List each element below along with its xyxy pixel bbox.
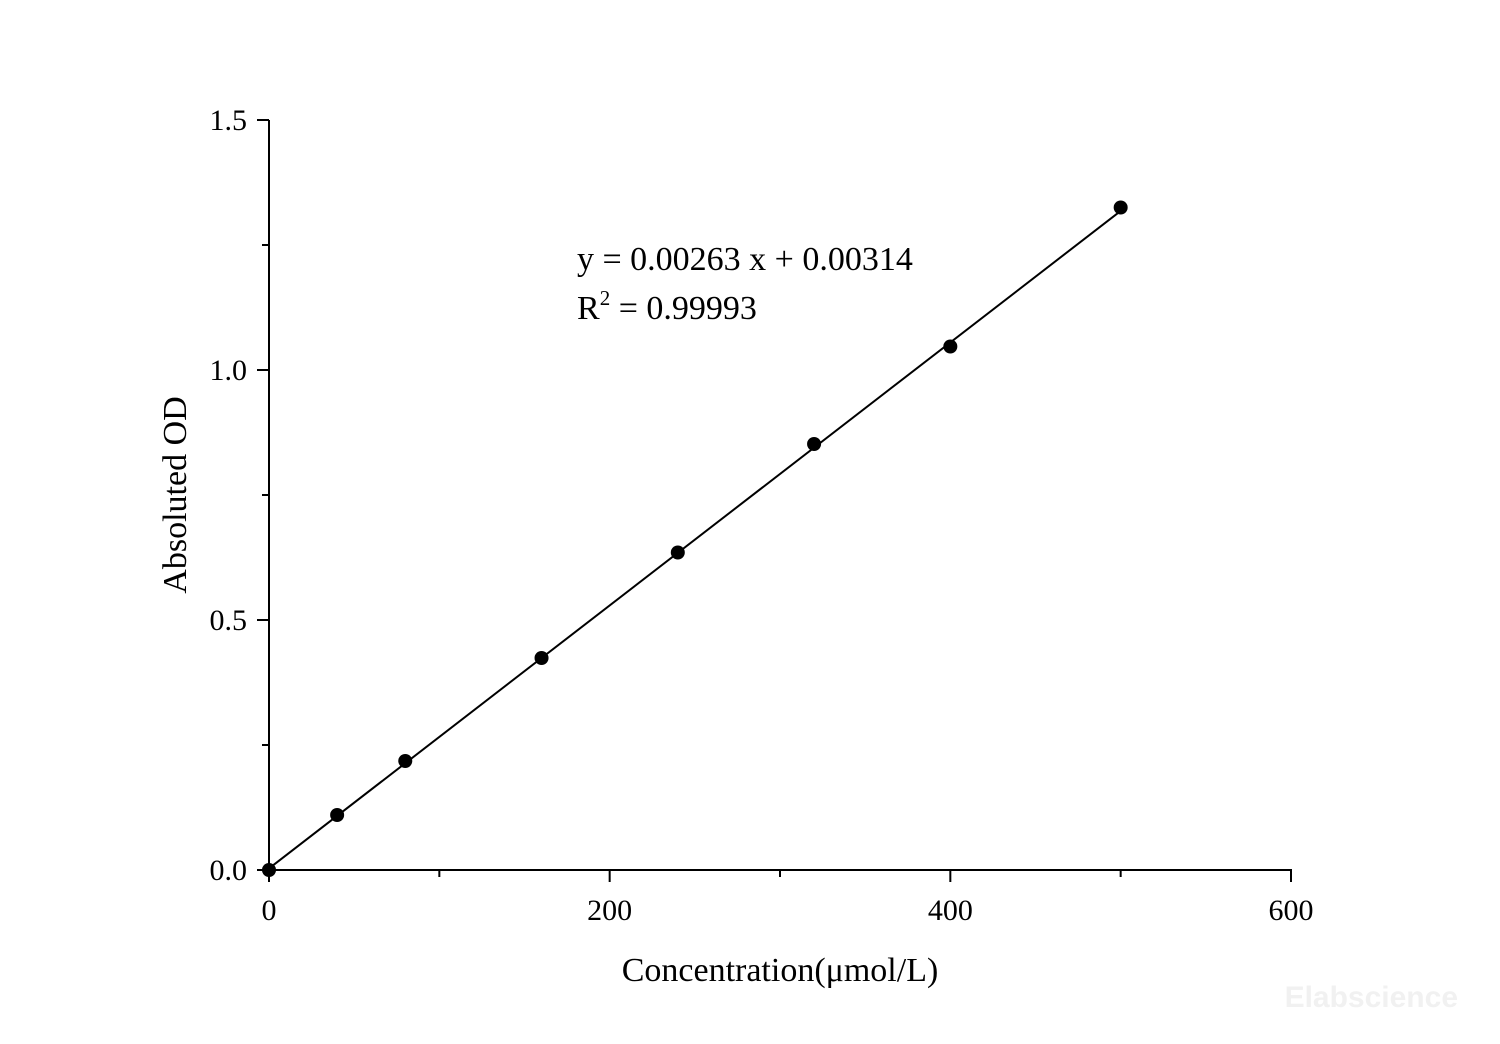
y-tick-label: 1.5 (210, 104, 248, 137)
y-tick-label: 0.0 (210, 854, 248, 887)
regression-equation: y = 0.00263 x + 0.00314 (577, 241, 913, 278)
watermark-logo: Elabscience (1285, 981, 1458, 1014)
data-point (534, 651, 549, 665)
x-tick-label: 0 (262, 894, 277, 927)
y-axis-title: Absoluted OD (157, 396, 194, 593)
data-point (1113, 200, 1128, 215)
x-axis-title: Concentration(μmol/L) (622, 952, 939, 989)
r-squared-prefix: R (577, 290, 600, 327)
data-point (330, 808, 345, 822)
data-point (807, 437, 822, 451)
axes: 0 200 400 600 0.0 0.5 1.0 1.5 (210, 104, 1314, 927)
r-squared-superscript: 2 (600, 286, 611, 310)
x-tick-label: 400 (928, 894, 973, 927)
y-tick-label: 1.0 (210, 354, 248, 387)
y-tick-label: 0.5 (210, 604, 248, 637)
r-squared-value: = 0.99993 (610, 290, 757, 327)
x-tick-label: 600 (1269, 894, 1314, 927)
data-point (398, 754, 413, 768)
x-tick-label: 200 (587, 894, 632, 927)
r-squared-annotation: R2 = 0.99993 (577, 286, 757, 327)
data-point (262, 863, 276, 877)
data-points-layer (262, 200, 1128, 877)
data-point (943, 339, 958, 354)
data-point (670, 545, 685, 560)
